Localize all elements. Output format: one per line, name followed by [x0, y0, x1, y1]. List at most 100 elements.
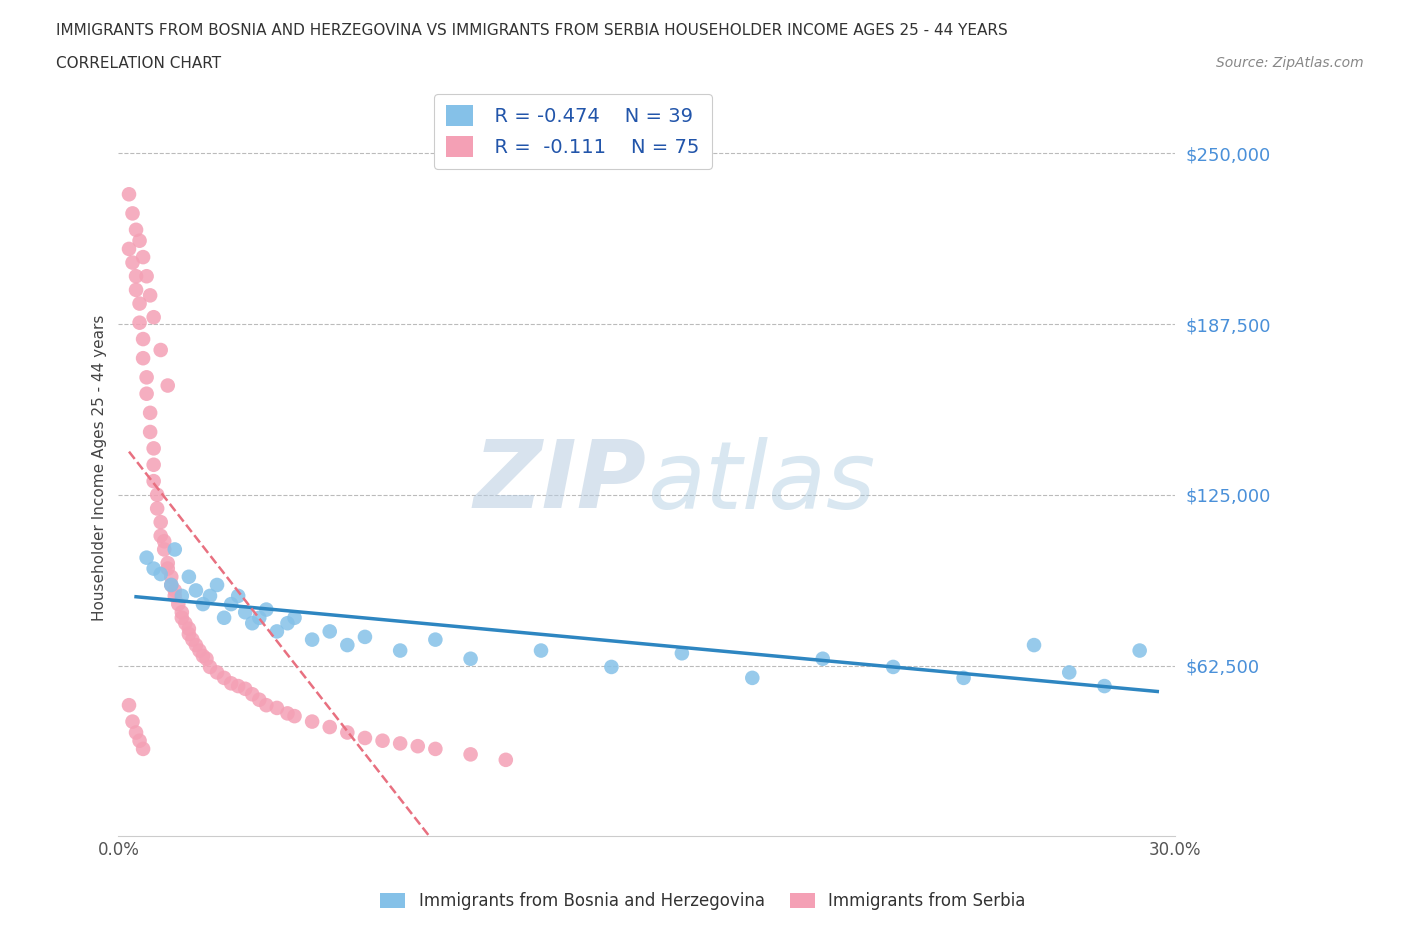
Point: [135, 370, 157, 385]
Point: [132, 351, 155, 365]
Point: [142, 473, 165, 488]
Point: [163, 542, 186, 557]
Point: [460, 651, 482, 666]
Point: [132, 332, 155, 347]
Point: [121, 255, 143, 270]
Point: [741, 671, 763, 685]
Point: [153, 542, 176, 557]
Point: [1129, 644, 1152, 658]
Point: [198, 659, 221, 674]
Point: [406, 738, 429, 753]
Point: [156, 561, 179, 576]
Point: [319, 720, 342, 735]
Point: [142, 441, 165, 456]
Point: [219, 597, 242, 612]
Point: [142, 561, 165, 576]
Point: [139, 424, 162, 439]
Point: [118, 242, 141, 257]
Point: [195, 651, 218, 666]
Point: [177, 627, 200, 642]
Point: [139, 405, 162, 420]
Point: [671, 645, 693, 660]
Point: [174, 616, 197, 631]
Point: [301, 632, 323, 647]
Text: Source: ZipAtlas.com: Source: ZipAtlas.com: [1216, 56, 1364, 70]
Point: [283, 709, 305, 724]
Point: [425, 632, 447, 647]
Point: [146, 487, 169, 502]
Point: [233, 682, 256, 697]
Point: [139, 288, 162, 303]
Point: [191, 648, 214, 663]
Point: [247, 692, 270, 707]
Point: [247, 610, 270, 625]
Point: [191, 597, 214, 612]
Point: [149, 528, 172, 543]
Point: [336, 638, 359, 653]
Point: [301, 714, 323, 729]
Point: [146, 501, 169, 516]
Point: [184, 638, 207, 653]
Point: [276, 706, 298, 721]
Point: [170, 589, 193, 604]
Point: [354, 630, 377, 644]
Point: [266, 624, 288, 639]
Point: [205, 665, 228, 680]
Point: [177, 621, 200, 636]
Point: [125, 725, 148, 740]
Point: [128, 233, 150, 248]
Point: [254, 602, 277, 617]
Point: [389, 736, 412, 751]
Point: [240, 687, 263, 702]
Point: [181, 632, 204, 647]
Point: [125, 283, 148, 298]
Point: [121, 714, 143, 729]
Point: [125, 269, 148, 284]
Point: [160, 569, 183, 584]
Point: [142, 310, 165, 325]
Point: [153, 534, 176, 549]
Point: [1057, 665, 1080, 680]
Point: [425, 741, 447, 756]
Point: [219, 676, 242, 691]
Point: [254, 698, 277, 712]
Point: [212, 610, 235, 625]
Point: [170, 610, 193, 625]
Point: [118, 187, 141, 202]
Point: [530, 644, 553, 658]
Legend:   R = -0.474    N = 39,   R =  -0.111    N = 75: R = -0.474 N = 39, R = -0.111 N = 75: [434, 94, 711, 169]
Text: IMMIGRANTS FROM BOSNIA AND HERZEGOVINA VS IMMIGRANTS FROM SERBIA HOUSEHOLDER INC: IMMIGRANTS FROM BOSNIA AND HERZEGOVINA V…: [56, 23, 1008, 38]
Point: [167, 597, 190, 612]
Point: [226, 589, 249, 604]
Point: [276, 616, 298, 631]
Point: [163, 583, 186, 598]
Text: atlas: atlas: [647, 437, 875, 527]
Point: [132, 249, 155, 264]
Point: [132, 741, 155, 756]
Y-axis label: Householder Income Ages 25 - 44 years: Householder Income Ages 25 - 44 years: [93, 314, 107, 620]
Point: [149, 566, 172, 581]
Point: [354, 731, 377, 746]
Point: [170, 604, 193, 619]
Point: [163, 589, 186, 604]
Point: [600, 659, 623, 674]
Point: [177, 569, 200, 584]
Point: [149, 342, 172, 357]
Point: [336, 725, 359, 740]
Point: [882, 659, 904, 674]
Point: [121, 206, 143, 220]
Point: [156, 556, 179, 571]
Point: [160, 578, 183, 592]
Point: [128, 296, 150, 311]
Point: [266, 700, 288, 715]
Point: [135, 269, 157, 284]
Point: [198, 589, 221, 604]
Point: [212, 671, 235, 685]
Point: [135, 386, 157, 401]
Point: [188, 644, 211, 658]
Point: [460, 747, 482, 762]
Point: [283, 610, 305, 625]
Point: [952, 671, 974, 685]
Point: [160, 578, 183, 592]
Point: [233, 604, 256, 619]
